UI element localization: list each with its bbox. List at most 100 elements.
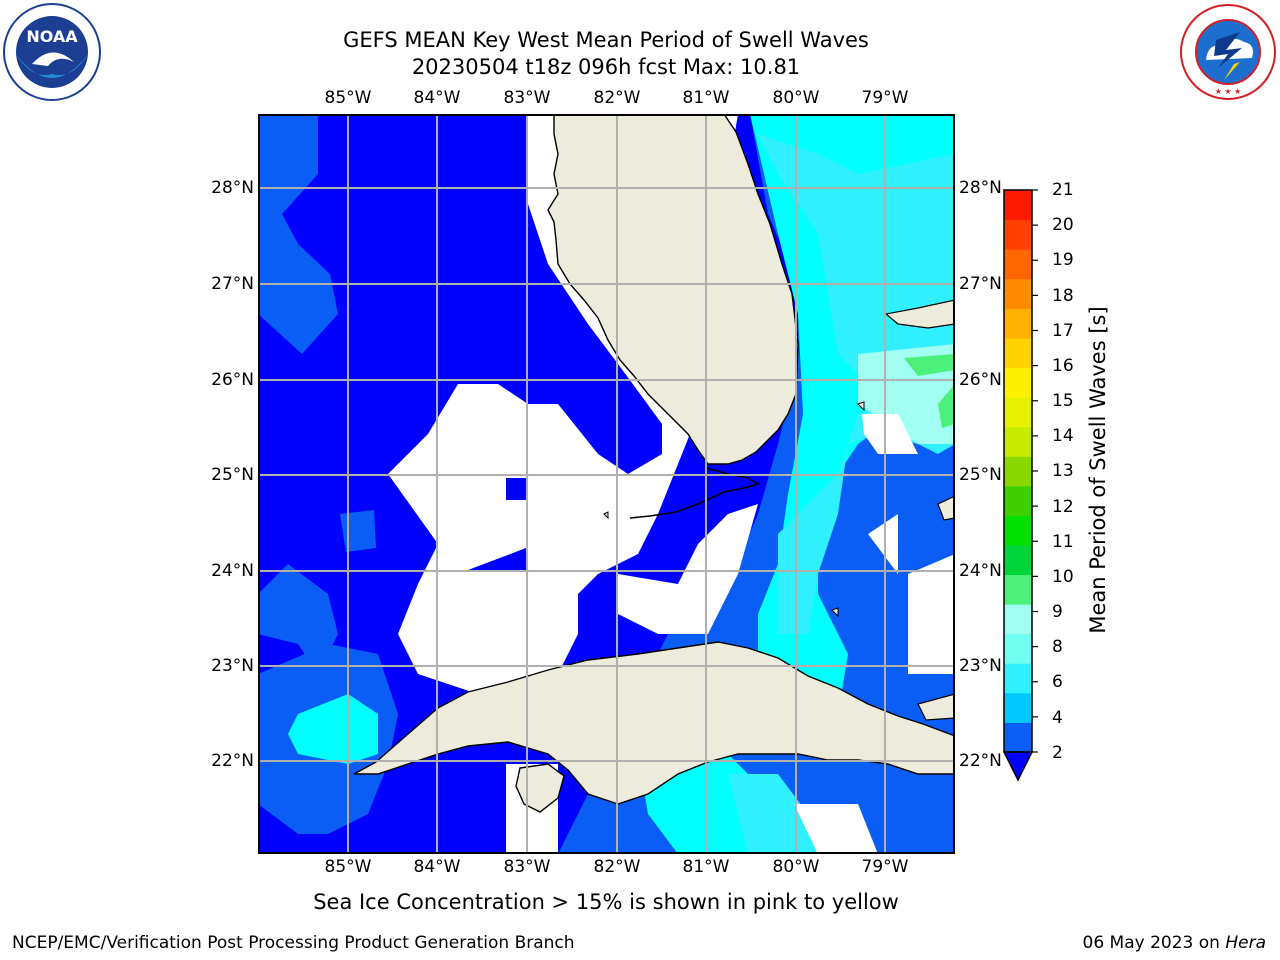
grand-bahama-land xyxy=(884,299,955,329)
colorbar-segment xyxy=(1004,308,1032,339)
colorbar-segment xyxy=(1004,456,1032,487)
colorbar-segment xyxy=(1004,515,1032,546)
lon-label-top: 84°W xyxy=(413,88,461,108)
colorbar-tick: 21 xyxy=(1052,180,1074,200)
footer-machine: Hera xyxy=(1225,933,1266,953)
no-data-straits xyxy=(618,504,758,634)
lon-label-top: 83°W xyxy=(503,88,551,108)
lat-label-left: 25°N xyxy=(211,465,254,485)
lat-label-left: 26°N xyxy=(211,370,254,390)
colorbar-under-arrow xyxy=(1002,751,1034,782)
colorbar-tick: 2 xyxy=(1052,743,1063,763)
colorbar-segment xyxy=(1004,485,1032,516)
map-panel xyxy=(258,114,955,854)
no-data-south-e xyxy=(794,804,878,854)
colorbar-tick: 19 xyxy=(1052,250,1074,270)
colorbar-segment xyxy=(1004,219,1032,250)
colorbar-tick: 14 xyxy=(1052,426,1074,446)
no-data-bahamas xyxy=(862,414,918,454)
colorbar-segment xyxy=(1004,692,1032,723)
lat-label-left: 28°N xyxy=(211,178,254,198)
footer-date: 06 May 2023 on Hera xyxy=(1083,932,1267,954)
lat-label-right: 25°N xyxy=(959,465,1002,485)
colorbar-segment xyxy=(1004,278,1032,309)
swell-period-map xyxy=(258,114,955,854)
field-2-4s-patch xyxy=(340,510,376,552)
lat-label-right: 26°N xyxy=(959,370,1002,390)
lon-label-top: 81°W xyxy=(682,88,730,108)
field-patch xyxy=(506,478,526,500)
lon-label-bottom: 79°W xyxy=(861,857,909,877)
lat-label-left: 22°N xyxy=(211,751,254,771)
colorbar-segment xyxy=(1004,544,1032,576)
noaa-logo: NOAA xyxy=(2,2,102,102)
lon-label-bottom: 81°W xyxy=(682,857,730,877)
colorbar-tick: 9 xyxy=(1052,602,1063,622)
lon-label-bottom: 83°W xyxy=(503,857,551,877)
colorbar-segment xyxy=(1004,190,1032,221)
islet-land-3 xyxy=(603,511,609,520)
svg-text:★ ★ ★: ★ ★ ★ xyxy=(1215,87,1242,96)
field-6-8s-ne xyxy=(758,134,955,394)
colorbar-segment xyxy=(1004,367,1032,398)
lon-label-top: 82°W xyxy=(593,88,641,108)
island-land xyxy=(917,693,955,721)
lon-label-top: 85°W xyxy=(324,88,372,108)
islet-land-2 xyxy=(831,607,839,618)
colorbar-tick: 6 xyxy=(1052,672,1063,692)
colorbar-tick: 11 xyxy=(1052,532,1074,552)
footer-credit: NCEP/EMC/Verification Post Processing Pr… xyxy=(12,933,575,953)
colorbar xyxy=(1000,186,1040,786)
colorbar-tick: 12 xyxy=(1052,497,1074,517)
colorbar-segment xyxy=(1004,722,1032,753)
colorbar-tick: 18 xyxy=(1052,286,1074,306)
lat-label-right: 27°N xyxy=(959,274,1002,294)
colorbar-segment xyxy=(1004,337,1032,368)
colorbar-tick: 10 xyxy=(1052,567,1074,587)
field-9-10s-band xyxy=(904,354,955,376)
colorbar-segment xyxy=(1004,574,1032,605)
colorbar-segment xyxy=(1004,426,1032,457)
lat-label-right: 22°N xyxy=(959,751,1002,771)
colorbar-tick: 13 xyxy=(1052,461,1074,481)
lon-label-bottom: 80°W xyxy=(772,857,820,877)
lat-label-right: 24°N xyxy=(959,561,1002,581)
colorbar-tick: 4 xyxy=(1052,708,1063,728)
lon-label-top: 80°W xyxy=(772,88,820,108)
lat-label-left: 23°N xyxy=(211,656,254,676)
nws-logo: ★ ★ ★ xyxy=(1178,2,1278,102)
florida-land xyxy=(547,114,799,465)
sea-ice-note: Sea Ice Concentration > 15% is shown in … xyxy=(313,890,899,914)
andros-land xyxy=(937,495,955,521)
colorbar-tick: 15 xyxy=(1052,391,1074,411)
lon-label-bottom: 85°W xyxy=(324,857,372,877)
noaa-logo-text: NOAA xyxy=(26,27,78,46)
lat-label-left: 27°N xyxy=(211,274,254,294)
colorbar-segment xyxy=(1004,633,1032,664)
map-subtitle: 20230504 t18z 096h fcst Max: 10.81 xyxy=(411,55,801,79)
lon-label-bottom: 82°W xyxy=(593,857,641,877)
field-4-6s-sw xyxy=(288,694,378,764)
field-9-10s-patch xyxy=(938,384,955,428)
lat-label-right: 23°N xyxy=(959,656,1002,676)
colorbar-tick: 17 xyxy=(1052,321,1074,341)
field-2-4s-w xyxy=(258,564,338,674)
colorbar-tick: 8 xyxy=(1052,637,1063,657)
lat-label-right: 28°N xyxy=(959,178,1002,198)
map-title: GEFS MEAN Key West Mean Period of Swell … xyxy=(343,28,869,52)
colorbar-segment xyxy=(1004,663,1032,694)
no-data-east xyxy=(908,554,955,674)
colorbar-segment xyxy=(1004,397,1032,428)
islet-land xyxy=(857,401,865,412)
lat-label-left: 24°N xyxy=(211,561,254,581)
colorbar-segment xyxy=(1004,604,1032,635)
colorbar-label: Mean Period of Swell Waves [s] xyxy=(1086,306,1110,634)
lon-label-bottom: 84°W xyxy=(413,857,461,877)
lon-label-top: 79°W xyxy=(861,88,909,108)
field-patch-2 xyxy=(468,548,526,572)
colorbar-tick: 20 xyxy=(1052,215,1074,235)
graticule xyxy=(258,114,955,854)
colorbar-segment xyxy=(1004,249,1032,280)
field-2-4s-nw xyxy=(258,114,338,354)
footer-date-text: 06 May 2023 on xyxy=(1082,933,1226,953)
